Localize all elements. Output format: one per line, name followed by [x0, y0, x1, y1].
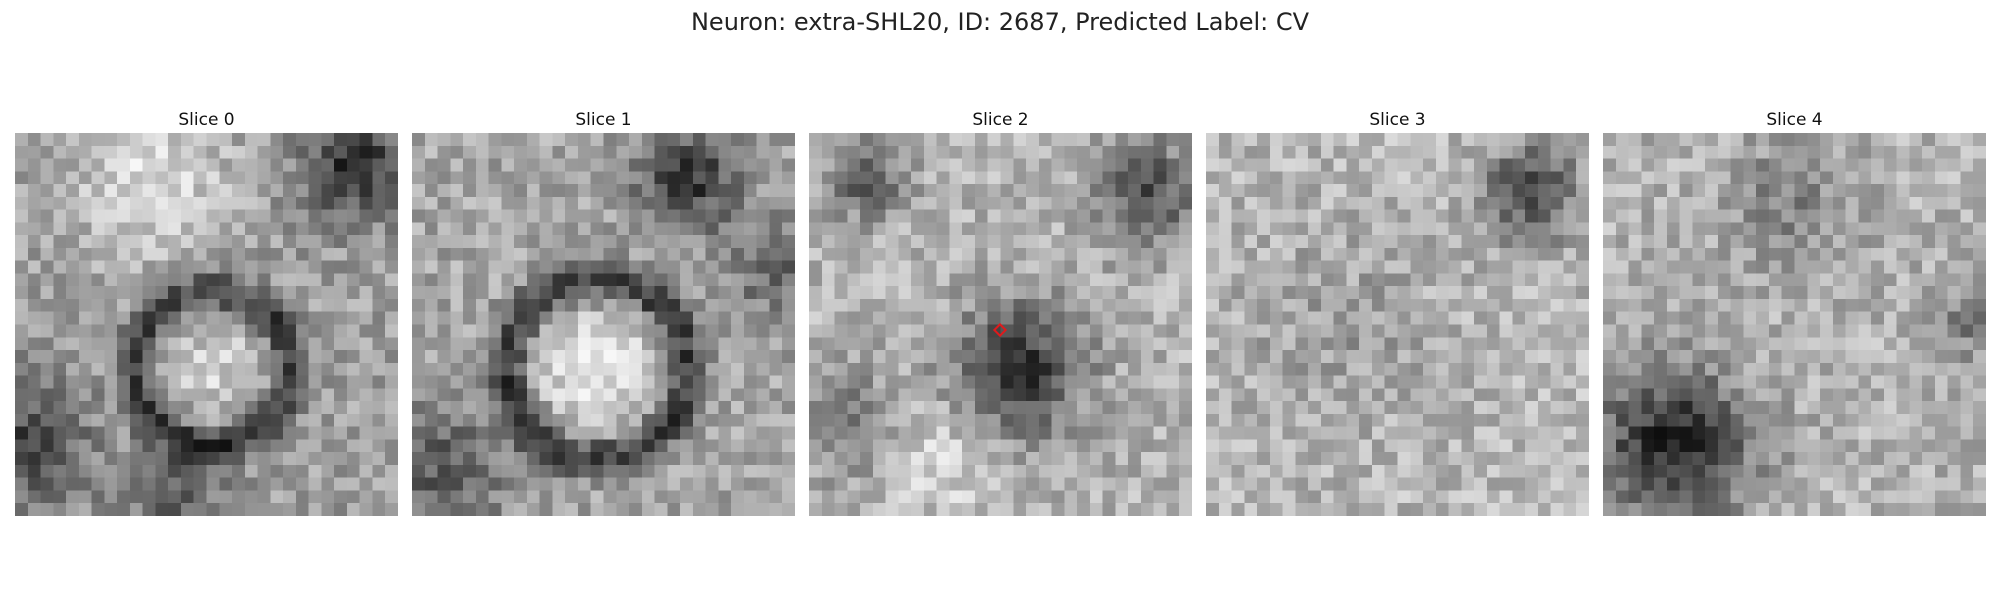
- slice-panel-1: Slice 1: [412, 107, 795, 516]
- slice-title: Slice 4: [1603, 107, 1986, 133]
- slice-title: Slice 3: [1206, 107, 1589, 133]
- slice-panel-0: Slice 0: [15, 107, 398, 516]
- slice-image: [1206, 133, 1589, 516]
- slice-panel-3: Slice 3: [1206, 107, 1589, 516]
- slice-title: Slice 2: [809, 107, 1192, 133]
- slice-image: [1603, 133, 1986, 516]
- figure-title: Neuron: extra-SHL20, ID: 2687, Predicted…: [0, 8, 2000, 36]
- slice-image: [412, 133, 795, 516]
- slice-title: Slice 0: [15, 107, 398, 133]
- slice-image: [15, 133, 398, 516]
- slice-panel-2: Slice 2: [809, 107, 1192, 516]
- slice-title: Slice 1: [412, 107, 795, 133]
- slice-panel-4: Slice 4: [1603, 107, 1986, 516]
